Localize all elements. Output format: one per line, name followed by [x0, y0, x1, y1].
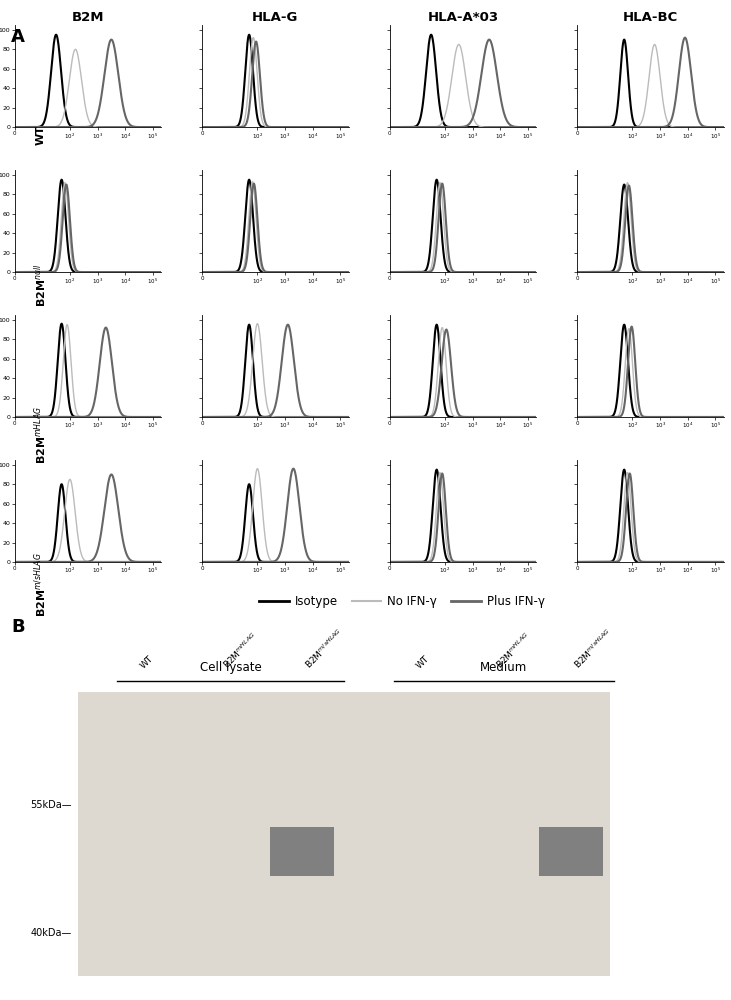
Legend: Isotype, No IFN-γ, Plus IFN-γ: Isotype, No IFN-γ, Plus IFN-γ [254, 591, 550, 613]
Text: WT: WT [139, 654, 155, 671]
Text: 55kDa—: 55kDa— [30, 800, 72, 810]
Text: B2M$^{mHLAG}$: B2M$^{mHLAG}$ [220, 630, 261, 671]
Text: WT: WT [415, 654, 432, 671]
Text: B2M$^{null}$: B2M$^{null}$ [32, 263, 48, 307]
Bar [539, 827, 603, 876]
Text: Cell lysate: Cell lysate [200, 661, 262, 674]
Title: HLA-G: HLA-G [252, 11, 298, 24]
Text: B2M$^{m/sHLAG}$: B2M$^{m/sHLAG}$ [302, 626, 346, 671]
Text: 40kDa—: 40kDa— [30, 928, 72, 938]
Bar [78, 692, 610, 976]
Bar [270, 827, 333, 876]
Title: HLA-A*03: HLA-A*03 [428, 11, 499, 24]
Text: Medium: Medium [480, 661, 528, 674]
Text: A: A [11, 28, 25, 46]
Title: HLA-BC: HLA-BC [623, 11, 678, 24]
Text: B: B [11, 618, 25, 636]
Text: B2M$^{mHLAG}$: B2M$^{mHLAG}$ [493, 630, 534, 671]
Text: B2M$^{m/sHLAG}$: B2M$^{m/sHLAG}$ [32, 553, 48, 617]
Text: B2M$^{m/sHLAG}$: B2M$^{m/sHLAG}$ [571, 626, 616, 671]
Text: B2M$^{mHLAG}$: B2M$^{mHLAG}$ [32, 406, 48, 464]
Text: WT: WT [35, 125, 45, 145]
Title: B2M: B2M [72, 11, 104, 24]
